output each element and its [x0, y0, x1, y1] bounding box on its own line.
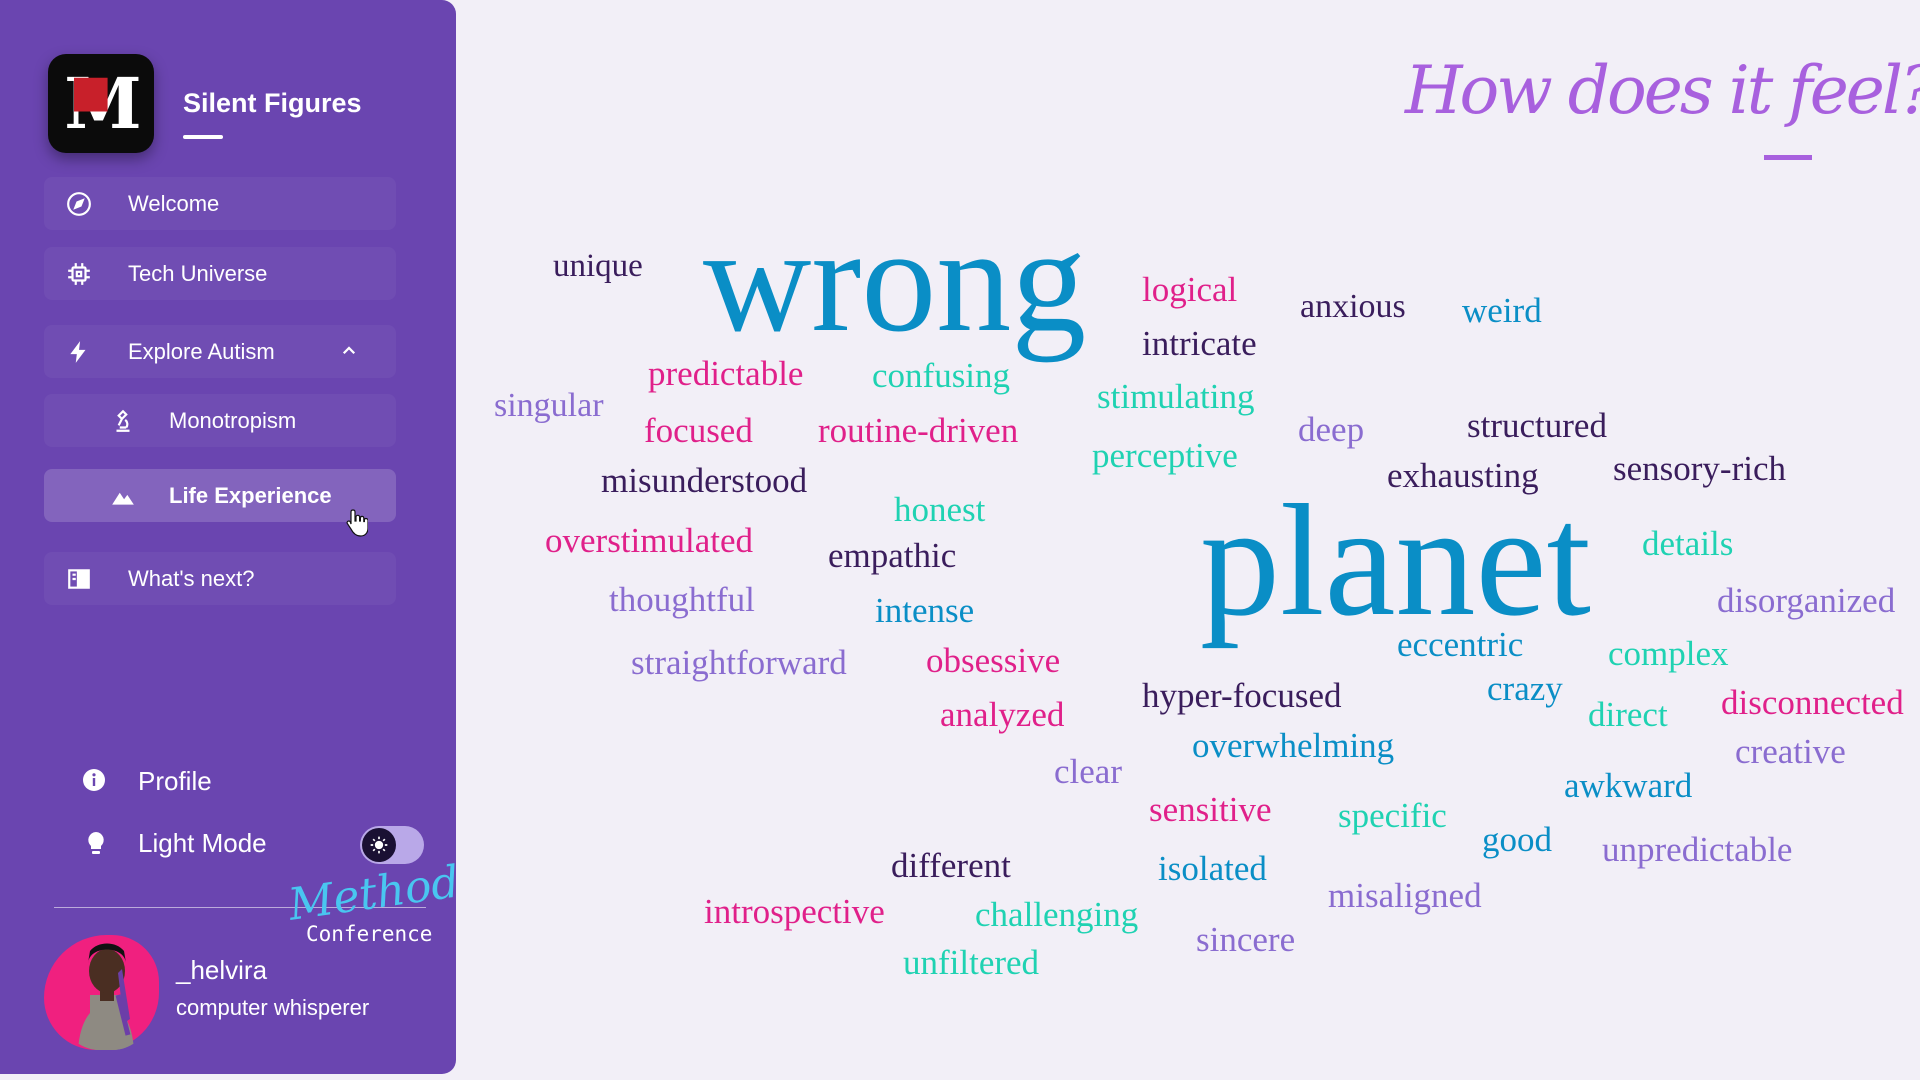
cloud-word: analyzed — [940, 695, 1065, 734]
cloud-word: sincere — [1196, 920, 1296, 959]
brand-underline — [183, 135, 223, 139]
cloud-word: planet — [1200, 471, 1591, 649]
cloud-word: isolated — [1158, 849, 1267, 888]
cloud-word: stimulating — [1097, 377, 1255, 416]
cloud-word: introspective — [704, 892, 885, 931]
cloud-word: thoughtful — [609, 580, 755, 619]
nav-label: Life Experience — [169, 483, 332, 508]
cloud-word: hyper-focused — [1142, 676, 1342, 715]
cloud-word: intricate — [1142, 324, 1257, 363]
cloud-word: overstimulated — [545, 521, 754, 560]
cloud-word: complex — [1608, 634, 1729, 673]
nav-item-monotropism[interactable]: Monotropism — [44, 394, 396, 447]
cloud-word: unique — [553, 248, 643, 284]
cloud-word: deep — [1298, 410, 1365, 449]
cloud-word: crazy — [1487, 669, 1563, 708]
mountain-icon — [112, 492, 134, 505]
nav-label: Explore Autism — [128, 339, 275, 364]
nav-item-welcome[interactable]: Welcome — [44, 177, 396, 230]
cloud-word: weird — [1462, 291, 1542, 330]
app-logo[interactable]: ■ M — [48, 54, 154, 153]
cloud-word: different — [891, 846, 1011, 885]
cloud-word: exhausting — [1387, 456, 1539, 495]
user-name: _helvira — [176, 955, 268, 985]
sidebar: ■ M Silent Figures Welcome Tech Universe… — [0, 0, 462, 1074]
cloud-word: sensory-rich — [1613, 449, 1787, 488]
divider — [54, 907, 426, 908]
cloud-word: details — [1642, 524, 1734, 563]
cloud-word: unfiltered — [903, 943, 1040, 982]
cloud-word: direct — [1588, 695, 1668, 734]
cloud-word: perceptive — [1092, 436, 1238, 475]
sun-icon — [362, 828, 396, 862]
nav-item-tech-universe[interactable]: Tech Universe — [44, 247, 396, 300]
nav-label: Monotropism — [169, 408, 297, 433]
cloud-word: overwhelming — [1192, 726, 1395, 765]
cloud-word: disconnected — [1721, 683, 1904, 722]
page-title: How does it feel? — [1405, 52, 1920, 129]
light-mode-toggle[interactable] — [360, 826, 424, 864]
cloud-word: awkward — [1564, 766, 1693, 805]
lightbulb-icon — [88, 832, 104, 854]
nav-label: What's next? — [128, 566, 255, 591]
title-underline — [1764, 155, 1812, 160]
cloud-word: sensitive — [1149, 790, 1272, 829]
cloud-word: straightforward — [631, 643, 847, 682]
microscope-icon — [116, 409, 130, 432]
cloud-word: honest — [894, 490, 986, 529]
cloud-word: specific — [1338, 796, 1447, 835]
cloud-word: misaligned — [1328, 876, 1482, 915]
cloud-word: misunderstood — [601, 461, 808, 500]
cloud-word: eccentric — [1397, 625, 1524, 664]
cloud-word: unpredictable — [1602, 830, 1793, 869]
cloud-word: singular — [494, 387, 604, 424]
info-icon — [83, 769, 105, 791]
cloud-word: structured — [1467, 406, 1607, 445]
cloud-word: challenging — [975, 895, 1139, 934]
book-icon — [68, 569, 90, 589]
cloud-word: routine-driven — [818, 411, 1019, 450]
cloud-word: confusing — [872, 356, 1011, 395]
chevron-up-icon[interactable] — [340, 342, 358, 360]
cloud-word: clear — [1054, 752, 1122, 791]
nav-label: Welcome — [128, 191, 220, 216]
profile-label: Profile — [138, 766, 212, 796]
nav-item-whats-next[interactable]: What's next? — [44, 552, 396, 605]
light-mode-label: Light Mode — [138, 828, 267, 858]
avatar[interactable] — [60, 935, 152, 1050]
cloud-word: wrong — [703, 197, 1087, 363]
brand-name: Silent Figures — [183, 88, 362, 118]
cloud-word: obsessive — [926, 641, 1061, 680]
compass-icon — [67, 192, 91, 216]
chip-icon — [68, 263, 90, 285]
cloud-word: intense — [875, 591, 975, 630]
cloud-word: logical — [1142, 270, 1238, 309]
nav-item-life-experience[interactable]: Life Experience — [44, 469, 396, 522]
hand-cursor-icon — [346, 509, 368, 537]
event-logo-text: Conference — [306, 922, 433, 946]
cloud-word: empathic — [828, 536, 957, 575]
cloud-word: focused — [644, 411, 753, 450]
cloud-word: creative — [1735, 732, 1846, 771]
cloud-word: good — [1482, 820, 1552, 859]
nav-item-explore-autism[interactable]: Explore Autism — [44, 325, 396, 378]
bolt-icon — [70, 341, 86, 363]
cloud-word: predictable — [648, 354, 804, 393]
nav-label: Tech Universe — [128, 261, 268, 286]
user-title: computer whisperer — [176, 995, 370, 1020]
cloud-word: anxious — [1300, 288, 1406, 325]
cloud-word: disorganized — [1717, 581, 1896, 620]
